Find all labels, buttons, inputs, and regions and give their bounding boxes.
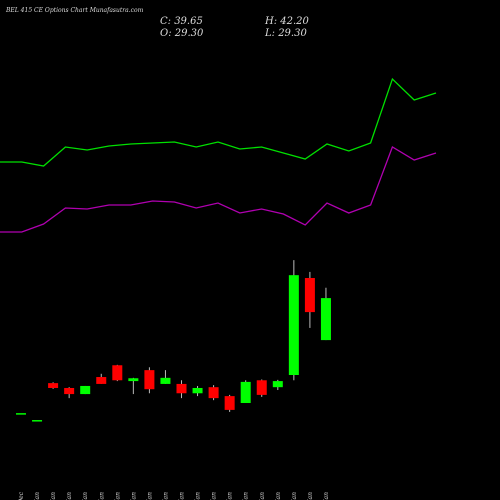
candle-body — [16, 413, 26, 415]
candle-body — [256, 380, 267, 395]
x-tick-label: 10 Jan — [130, 492, 137, 500]
candle-body — [176, 383, 187, 394]
candle-body — [160, 377, 171, 384]
x-tick-label: 16 Jan — [195, 492, 202, 500]
candle-body — [96, 377, 107, 384]
candle-body — [64, 387, 75, 395]
candle-body — [128, 378, 139, 382]
x-tick-label: 07 Jan — [82, 492, 89, 500]
indicator-line — [0, 146, 437, 233]
x-tick-label: 23 Jan — [275, 492, 282, 500]
candle-body — [112, 365, 123, 381]
candle-body — [144, 370, 155, 390]
candle-body — [208, 387, 219, 399]
chart-title: BEL 415 CE Options Chart Munafasutra.com — [5, 7, 144, 14]
x-tick-label: 01 Jan — [34, 492, 41, 500]
x-tick-label: 22 Jan — [259, 492, 266, 500]
x-tick-label: 21 Jan — [243, 492, 250, 500]
x-tick-label: 14 Jan — [162, 492, 169, 500]
candle-body — [288, 275, 299, 375]
x-tick-label: 31 Dec — [18, 491, 25, 500]
ohlc-low: L: 29.30 — [264, 28, 307, 39]
x-tick-label: 29 Jan — [323, 492, 330, 500]
x-tick-label: 17 Jan — [211, 492, 218, 500]
candle-body — [224, 396, 235, 410]
x-tick-label: 08 Jan — [98, 492, 105, 500]
x-tick-label: 13 Jan — [146, 492, 153, 500]
x-tick-label: 09 Jan — [114, 492, 121, 500]
candle-body — [304, 278, 315, 313]
candle-body — [48, 383, 59, 388]
candle-body — [192, 387, 203, 394]
candle-body — [272, 381, 283, 388]
x-tick-label: 06 Jan — [66, 492, 73, 500]
candle-body — [80, 385, 91, 395]
x-tick-label: 27 Jan — [291, 492, 298, 500]
ohlc-high: H: 42.20 — [264, 16, 310, 27]
x-tick-label: 20 Jan — [227, 492, 234, 500]
candle-body — [240, 381, 251, 404]
x-tick-label: 28 Jan — [307, 492, 314, 500]
candle-body — [32, 420, 43, 422]
ohlc-open: O: 29.30 — [160, 28, 204, 39]
x-tick-label: 15 Jan — [179, 492, 186, 500]
indicator-line — [0, 77, 437, 167]
x-tick-label: 03 Jan — [50, 492, 57, 500]
ohlc-close: C: 39.65 — [160, 16, 203, 27]
candle-body — [320, 298, 331, 341]
